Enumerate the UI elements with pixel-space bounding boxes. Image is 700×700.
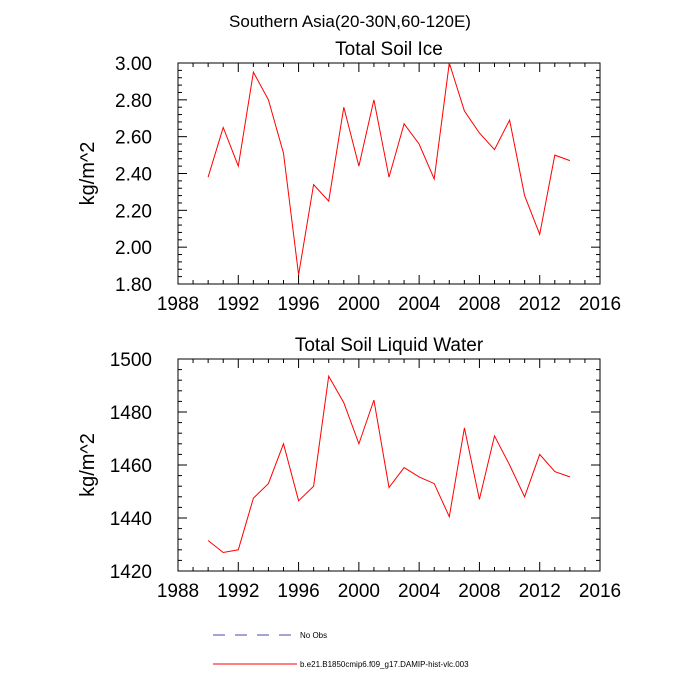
x-tick-label: 2012 (519, 581, 561, 602)
panel-total-soil-liquid-water: Total Soil Liquid Water kg/m^2 1988 1992 199… (77, 335, 621, 602)
panel-title: Total Soil Ice (335, 39, 443, 60)
x-tick-label: 2016 (579, 581, 621, 602)
series-line (207, 62, 571, 275)
x-tick-label: 1992 (217, 581, 259, 602)
y-axis-label: kg/m^2 (77, 142, 99, 206)
x-tick-label: 1996 (277, 581, 319, 602)
y-tick-label: 1420 (110, 562, 152, 583)
y-tick-label: 2.60 (115, 128, 152, 149)
x-tick-label: 2016 (579, 294, 621, 315)
y-tick-label: 1440 (110, 509, 152, 530)
legend-label: b.e21.B1850cmip6.f09_g17.DAMIP-hist-vlc.… (300, 660, 469, 669)
x-tick-label: 2004 (398, 294, 441, 315)
y-tick-label: 1.80 (115, 275, 152, 296)
y-axis-label: kg/m^2 (77, 433, 99, 497)
panel-total-soil-ice: Total Soil Ice kg/m^2 1988 1992 1996 2000 2004… (77, 39, 621, 315)
legend: No Obs b.e21.B1850cmip6.f09_g17.DAMIP-his… (213, 631, 469, 669)
y-tick-label: 1480 (110, 403, 152, 424)
y-tick-label: 2.80 (115, 91, 152, 112)
x-tick-label: 2012 (519, 294, 561, 315)
x-tick-label: 2004 (398, 581, 441, 602)
y-tick-label: 1500 (110, 350, 152, 371)
legend-label: No Obs (300, 631, 327, 640)
x-tick-label: 2008 (458, 581, 500, 602)
y-tick-label: 2.40 (115, 165, 152, 186)
figure-title: Southern Asia(20-30N,60-120E) (229, 12, 471, 31)
y-tick-label: 2.20 (115, 201, 152, 222)
y-tick-label: 2.00 (115, 238, 152, 259)
x-tick-label: 1988 (157, 294, 199, 315)
y-tick-label: 3.00 (115, 54, 152, 75)
x-tick-label: 1988 (157, 581, 199, 602)
series-line (207, 374, 571, 554)
y-tick-label: 1460 (110, 456, 152, 477)
x-tick-label: 1996 (277, 294, 319, 315)
x-tick-label: 2000 (338, 294, 380, 315)
x-tick-label: 2008 (458, 294, 500, 315)
panel-title: Total Soil Liquid Water (295, 335, 484, 356)
x-tick-label: 1992 (217, 294, 259, 315)
plot-frame (177, 62, 601, 285)
x-tick-label: 2000 (338, 581, 380, 602)
